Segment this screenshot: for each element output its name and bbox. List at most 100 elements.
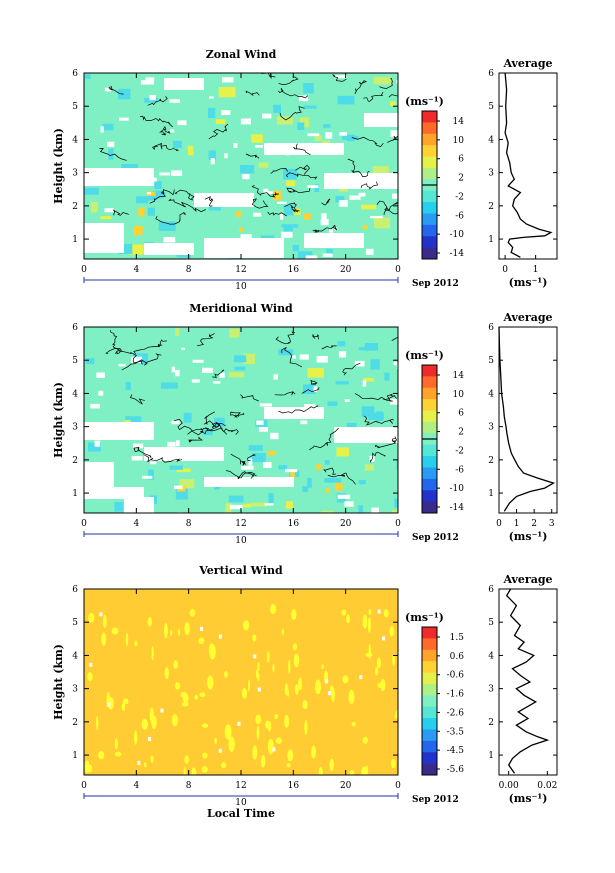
contour-line [133, 446, 152, 459]
data-gap [381, 636, 385, 641]
heatmap-cell [252, 634, 257, 642]
heatmap-cell [88, 612, 95, 623]
colorbar-tick-label: -14 [450, 503, 465, 513]
heatmap-cell [247, 679, 251, 692]
contour-line [267, 211, 287, 217]
heatmap-cell [346, 422, 357, 431]
colorbar-segment [422, 387, 437, 400]
heatmap-cell [224, 671, 228, 678]
y-tick-label: 2 [72, 202, 78, 212]
average-profile-line [505, 588, 550, 774]
data-gap [390, 398, 398, 405]
average-x-label: (ms⁻¹) [509, 530, 548, 543]
heatmap-cell [184, 621, 190, 635]
contour-line [245, 90, 260, 96]
heatmap-cell [304, 719, 308, 735]
data-gap [164, 78, 204, 90]
heatmap-cell [228, 372, 244, 378]
data-gap [133, 487, 143, 493]
data-gap [84, 422, 154, 440]
contour-line [279, 106, 305, 121]
data-gap [96, 372, 105, 378]
panel-title: Vertical Wind [198, 564, 283, 577]
contour-line [312, 334, 320, 340]
heatmap-cell [286, 180, 296, 187]
data-gap [84, 223, 124, 253]
y-tick-label: 6 [72, 585, 78, 595]
heatmap-cell [267, 720, 272, 732]
heatmap-cell [138, 207, 145, 217]
data-gap [259, 403, 272, 407]
heatmap-cell [377, 682, 383, 689]
contour-line [196, 333, 215, 347]
data-gap [256, 420, 264, 425]
heatmap-cell [199, 692, 206, 698]
heatmap-cell [272, 663, 275, 673]
heatmap-cell [102, 614, 107, 629]
heatmap-cell [251, 134, 263, 143]
colorbar-tick-label: 14 [453, 117, 465, 127]
x-tick-label: 20 [340, 781, 352, 791]
contour-line [108, 85, 124, 95]
average-title: Average [502, 311, 552, 324]
colorbar-segment [422, 190, 437, 203]
colorbar-segment [422, 718, 437, 730]
data-gap [104, 87, 112, 92]
data-gap [219, 372, 225, 378]
heatmap-cell [183, 766, 187, 775]
heatmap-cell [321, 664, 325, 670]
data-gap [377, 609, 381, 614]
contour-line [278, 405, 319, 414]
heatmap-cell [326, 248, 333, 256]
contour-line [152, 142, 179, 151]
heatmap-cell [392, 653, 396, 666]
contour-line [286, 187, 311, 194]
average-profile-line [498, 326, 556, 512]
contour-line [351, 136, 384, 148]
contour-line [133, 339, 167, 355]
heatmap-cell [396, 460, 398, 470]
contour-line [295, 164, 310, 175]
heatmap-cell [294, 684, 299, 695]
panel-2 [83, 326, 558, 537]
data-gap [204, 477, 294, 487]
average-y-tick-label: 3 [488, 169, 494, 179]
heatmap-cell [134, 225, 143, 236]
data-gap [338, 351, 347, 358]
heatmap-cell [87, 764, 93, 773]
contour-line [323, 467, 336, 475]
heatmap-cell [342, 135, 359, 140]
heatmap-cell [151, 715, 157, 730]
average-x-tick-label: 0.02 [537, 781, 557, 791]
data-gap [338, 200, 348, 207]
data-gap [174, 369, 180, 377]
data-gap [146, 192, 152, 195]
heatmap-background [84, 589, 398, 775]
data-gap [94, 440, 101, 447]
data-gap [352, 240, 364, 245]
heatmap-cell [240, 165, 255, 174]
y-tick-label: 2 [72, 718, 78, 728]
heatmap-cell [394, 713, 398, 719]
data-gap [371, 507, 380, 513]
data-gap [305, 255, 318, 259]
heatmap-cell [293, 653, 300, 668]
heatmap-cell [394, 498, 398, 508]
data-gap [300, 420, 308, 425]
colorbar-tick-label: -0.6 [447, 671, 465, 681]
heatmap-cell [311, 745, 317, 759]
data-gap [292, 355, 296, 359]
y-tick-label: 2 [72, 456, 78, 466]
data-gap [280, 412, 286, 420]
heatmap-cell [283, 224, 293, 234]
colorbar-segment [422, 133, 437, 146]
colorbar-segment [422, 752, 437, 765]
y-axis-label: Height (km) [52, 128, 65, 204]
heatmap-cell [158, 221, 176, 231]
heatmap-cell [243, 353, 255, 365]
heatmap-cell [136, 196, 149, 204]
heatmap-cell [95, 715, 99, 731]
heatmap-cell [287, 689, 290, 697]
data-gap [349, 195, 361, 200]
heatmap-cell [348, 689, 355, 705]
